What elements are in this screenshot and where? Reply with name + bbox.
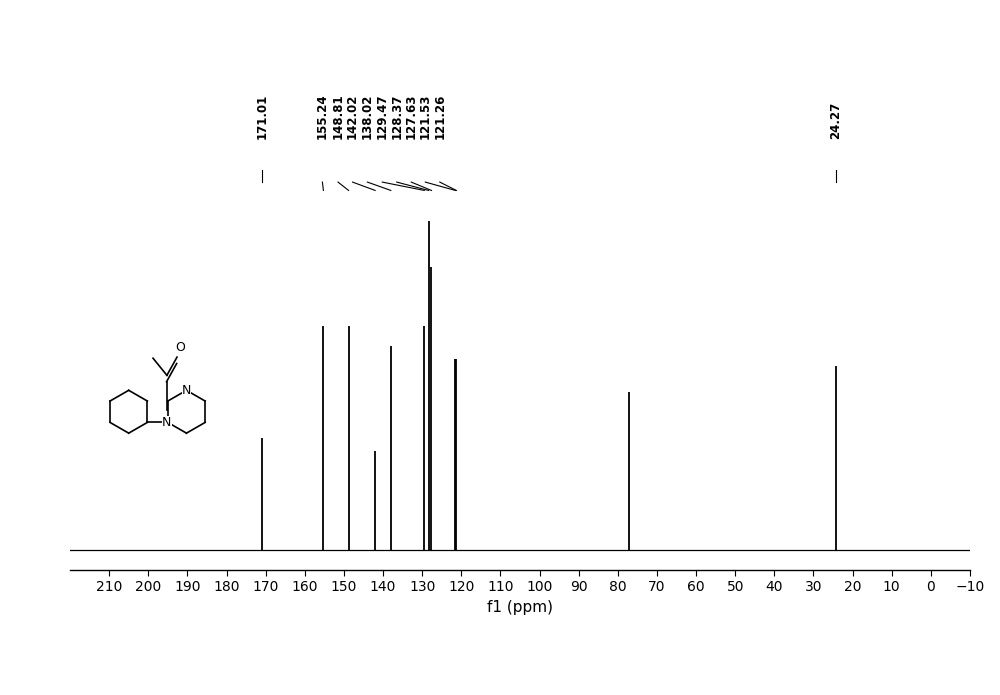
Text: 148.81: 148.81 bbox=[332, 93, 345, 139]
Text: 128.37: 128.37 bbox=[390, 94, 403, 139]
Text: O: O bbox=[175, 341, 185, 354]
Text: 171.01: 171.01 bbox=[255, 94, 268, 139]
Text: 155.24: 155.24 bbox=[316, 93, 329, 139]
Text: N: N bbox=[182, 384, 191, 397]
Text: 121.26: 121.26 bbox=[433, 94, 446, 139]
X-axis label: f1 (ppm): f1 (ppm) bbox=[487, 600, 553, 615]
Text: 138.02: 138.02 bbox=[361, 94, 374, 139]
Text: 24.27: 24.27 bbox=[829, 101, 842, 139]
Text: 121.53: 121.53 bbox=[419, 94, 432, 139]
Text: 142.02: 142.02 bbox=[346, 94, 359, 139]
Text: 129.47: 129.47 bbox=[376, 94, 389, 139]
Text: N: N bbox=[162, 416, 172, 429]
Text: 127.63: 127.63 bbox=[405, 94, 418, 139]
